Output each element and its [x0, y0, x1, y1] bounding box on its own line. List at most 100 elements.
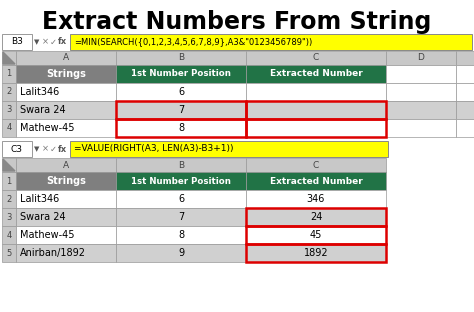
Text: Lalit346: Lalit346 [20, 194, 59, 204]
Text: =VALUE(RIGHT(A3, LEN(A3)-B3+1)): =VALUE(RIGHT(A3, LEN(A3)-B3+1)) [74, 144, 234, 154]
Text: 2: 2 [6, 87, 12, 96]
Bar [246, 226, 386, 244]
Polygon shape [3, 52, 15, 64]
Bar [246, 51, 386, 65]
Text: ✓: ✓ [50, 144, 57, 154]
Bar [2, 34, 32, 50]
Bar [456, 51, 474, 65]
Text: Mathew-45: Mathew-45 [20, 230, 74, 240]
Text: fx: fx [58, 37, 67, 46]
Bar [116, 172, 246, 190]
Text: =MIN(SEARCH({0,1,2,3,4,5,6,7,8,9},A3&"0123456789")): =MIN(SEARCH({0,1,2,3,4,5,6,7,8,9},A3&"01… [74, 37, 312, 46]
Bar [456, 119, 474, 137]
Text: 8: 8 [178, 230, 184, 240]
Text: 4: 4 [6, 124, 12, 133]
Text: 1: 1 [6, 70, 12, 79]
Bar [2, 208, 16, 226]
Bar [2, 51, 16, 65]
Text: 1st Number Position: 1st Number Position [131, 70, 231, 79]
Text: 5: 5 [6, 248, 12, 257]
Bar [246, 208, 386, 226]
Bar [116, 101, 246, 119]
Text: Swara 24: Swara 24 [20, 212, 65, 222]
Bar [246, 244, 386, 262]
Bar [116, 65, 246, 83]
Text: Extracted Number: Extracted Number [270, 70, 363, 79]
Bar [246, 101, 386, 119]
Text: A: A [63, 160, 69, 169]
Bar [246, 101, 386, 119]
Bar [116, 226, 246, 244]
Bar [246, 119, 386, 137]
Polygon shape [3, 159, 15, 171]
Bar [16, 119, 116, 137]
Bar [16, 190, 116, 208]
Bar [246, 65, 386, 83]
Text: 6: 6 [178, 87, 184, 97]
Text: C: C [313, 160, 319, 169]
Bar [16, 208, 116, 226]
Bar [2, 119, 16, 137]
Text: Extract Numbers From String: Extract Numbers From String [42, 10, 432, 34]
Bar [2, 226, 16, 244]
Bar [246, 244, 386, 262]
Text: 8: 8 [178, 123, 184, 133]
Bar [16, 51, 116, 65]
Bar [2, 141, 32, 157]
Bar [116, 119, 246, 137]
Text: 9: 9 [178, 248, 184, 258]
Bar [456, 65, 474, 83]
Text: Mathew-45: Mathew-45 [20, 123, 74, 133]
Bar [116, 158, 246, 172]
Bar [246, 190, 386, 208]
Text: ▼: ▼ [34, 39, 39, 45]
Bar [116, 208, 246, 226]
Bar [116, 119, 246, 137]
Text: A: A [63, 53, 69, 62]
Text: 7: 7 [178, 212, 184, 222]
Text: 45: 45 [310, 230, 322, 240]
Bar [246, 172, 386, 190]
Text: C: C [313, 53, 319, 62]
Bar [2, 101, 16, 119]
Bar [16, 101, 116, 119]
Text: 4: 4 [6, 231, 12, 240]
Text: 3: 3 [6, 212, 12, 222]
Text: 1892: 1892 [304, 248, 328, 258]
Text: Strings: Strings [46, 176, 86, 186]
Bar [456, 101, 474, 119]
Bar [16, 244, 116, 262]
Text: ✓: ✓ [50, 37, 57, 46]
Text: 6: 6 [178, 194, 184, 204]
Bar [2, 83, 16, 101]
Bar [246, 119, 386, 137]
Bar [246, 208, 386, 226]
Bar [246, 226, 386, 244]
Bar [2, 65, 16, 83]
Bar [456, 83, 474, 101]
Bar [70, 141, 388, 157]
Text: B3: B3 [11, 37, 23, 46]
Bar [16, 226, 116, 244]
Text: 7: 7 [178, 105, 184, 115]
Text: 1st Number Position: 1st Number Position [131, 177, 231, 186]
Text: B: B [178, 160, 184, 169]
Text: C3: C3 [11, 144, 23, 154]
Bar [116, 51, 246, 65]
Bar [386, 119, 456, 137]
Bar [70, 34, 472, 50]
Bar [116, 190, 246, 208]
Bar [16, 83, 116, 101]
Text: ▼: ▼ [34, 146, 39, 152]
Bar [16, 65, 116, 83]
Text: ×: × [42, 37, 49, 46]
Bar [246, 158, 386, 172]
Bar [2, 244, 16, 262]
Text: ×: × [42, 144, 49, 154]
Bar [2, 190, 16, 208]
Bar [386, 51, 456, 65]
Text: 1: 1 [6, 177, 12, 186]
Bar [386, 65, 456, 83]
Bar [246, 83, 386, 101]
Bar [116, 101, 246, 119]
